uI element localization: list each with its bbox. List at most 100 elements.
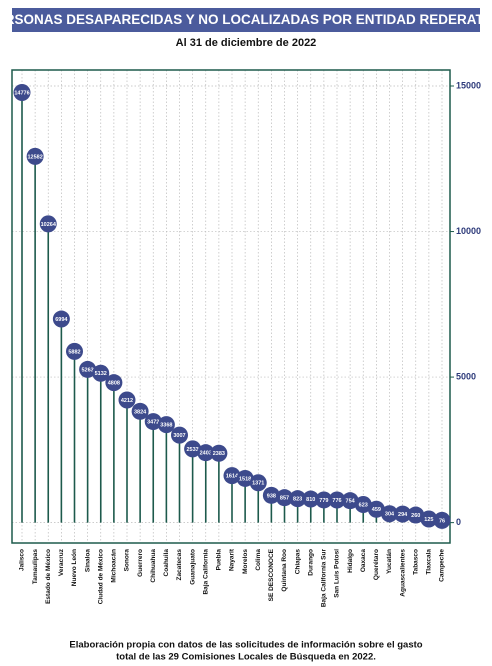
value-label: 4212 — [121, 398, 133, 404]
x-tick-label: SE DESCONOCE — [268, 548, 275, 601]
x-tick-label: Baja California Sur — [321, 549, 328, 608]
x-tick-label: Nuevo León — [71, 549, 78, 586]
value-label: 10264 — [41, 222, 57, 228]
x-tick-label: San Luis Potosí — [334, 549, 341, 598]
value-label: 3368 — [160, 423, 172, 429]
x-tick-label: Yucatán — [386, 549, 393, 574]
x-tick-label: Estado de México — [45, 549, 52, 604]
value-label: 6994 — [55, 317, 68, 323]
value-label: 754 — [346, 499, 356, 505]
value-label: 5882 — [68, 349, 80, 355]
value-label: 810 — [306, 497, 315, 503]
chart-subtitle: Al 31 de diciembre de 2022 — [176, 37, 317, 49]
dot — [66, 342, 83, 360]
value-label: 1518 — [239, 476, 251, 482]
value-label: 938 — [267, 493, 276, 499]
value-label: 459 — [372, 507, 381, 513]
x-tick-label: Michoacán — [111, 549, 118, 583]
dot — [79, 360, 97, 378]
x-tick-label: Tamaulipas — [32, 549, 39, 585]
dot — [223, 467, 241, 485]
value-label: 2403 — [200, 451, 212, 457]
y-tick-label: 15000 — [456, 80, 481, 90]
x-tick-label: Sinaloa — [84, 549, 91, 573]
x-tick-label: Quintana Roo — [281, 549, 288, 592]
x-tick-label: Sonora — [124, 549, 131, 572]
value-label: 3824 — [134, 409, 147, 415]
x-tick-label: Chiapas — [294, 549, 301, 575]
x-tick-label: Jalisco — [19, 549, 26, 571]
dot — [39, 215, 57, 233]
x-tick-label: Oaxaca — [360, 549, 367, 573]
x-tick-label: Ciudad de México — [97, 549, 104, 604]
dot — [381, 505, 398, 523]
x-tick-label: Campeche — [439, 549, 446, 582]
value-label: 1614 — [226, 474, 239, 480]
dot — [236, 469, 254, 487]
value-label: 125 — [424, 517, 433, 523]
x-tick-label: Querétaro — [373, 549, 380, 580]
dot — [315, 491, 333, 509]
chart-title: PERSONAS DESAPARECIDAS Y NO LOCALIZADAS … — [0, 12, 492, 27]
value-label: 2533 — [187, 447, 199, 453]
value-label: 4808 — [108, 381, 120, 387]
dot — [105, 374, 123, 392]
y-tick-label: 10000 — [456, 226, 481, 236]
x-tick-label: Aguascalientes — [399, 549, 406, 597]
x-tick-label: Zacatecas — [176, 549, 183, 581]
dot — [394, 505, 412, 523]
x-tick-label: Colima — [255, 549, 262, 571]
dot — [407, 506, 425, 524]
footnote: Elaboración propia con datos de las soli… — [69, 640, 422, 651]
value-label: 623 — [359, 502, 368, 508]
value-label: 1371 — [252, 481, 264, 487]
footnote: total de las 29 Comisiones Locales de Bú… — [116, 652, 376, 663]
x-tick-label: Puebla — [216, 549, 223, 571]
x-tick-label: Veracruz — [58, 548, 65, 576]
x-tick-label: Nayarit — [229, 548, 236, 571]
value-label: 776 — [332, 498, 341, 504]
dot — [354, 495, 372, 513]
x-tick-label: Morelos — [242, 549, 249, 574]
dot — [118, 391, 136, 409]
x-tick-label: Guerrero — [137, 549, 144, 577]
x-tick-label: Hidalgo — [347, 549, 354, 573]
x-tick-label: Guanajuato — [189, 549, 196, 585]
x-tick-label: Tabasco — [412, 549, 419, 575]
dot — [302, 490, 320, 508]
value-label: 294 — [398, 512, 408, 518]
value-label: 3007 — [173, 433, 185, 439]
dot — [210, 444, 228, 462]
dot — [262, 486, 280, 504]
value-label: 5263 — [82, 367, 94, 373]
dot — [184, 440, 202, 458]
dot — [276, 489, 293, 507]
dot — [26, 147, 44, 165]
value-label: 304 — [385, 512, 395, 518]
value-label: 823 — [293, 497, 302, 503]
dot — [144, 413, 162, 431]
value-label: 76 — [439, 518, 445, 524]
value-label: 14776 — [14, 90, 29, 96]
y-tick-label: 5000 — [456, 371, 476, 381]
plot-frame — [11, 69, 451, 544]
value-label: 260 — [411, 513, 420, 519]
y-tick-label: 0 — [456, 517, 461, 527]
title-banner — [12, 8, 480, 32]
value-label: 2383 — [213, 451, 225, 457]
dot — [13, 84, 31, 102]
dot — [420, 510, 438, 528]
dot — [249, 474, 267, 492]
dot — [157, 416, 175, 434]
dot — [197, 444, 215, 462]
x-tick-label: Baja California — [202, 549, 209, 595]
dot — [328, 491, 346, 509]
x-tick-label: Durango — [307, 549, 314, 576]
dot — [433, 511, 451, 529]
value-label: 3472 — [147, 420, 159, 426]
dot — [171, 426, 188, 444]
value-label: 12582 — [27, 154, 42, 160]
x-tick-label: Coahuila — [163, 549, 170, 577]
dot — [367, 500, 385, 518]
